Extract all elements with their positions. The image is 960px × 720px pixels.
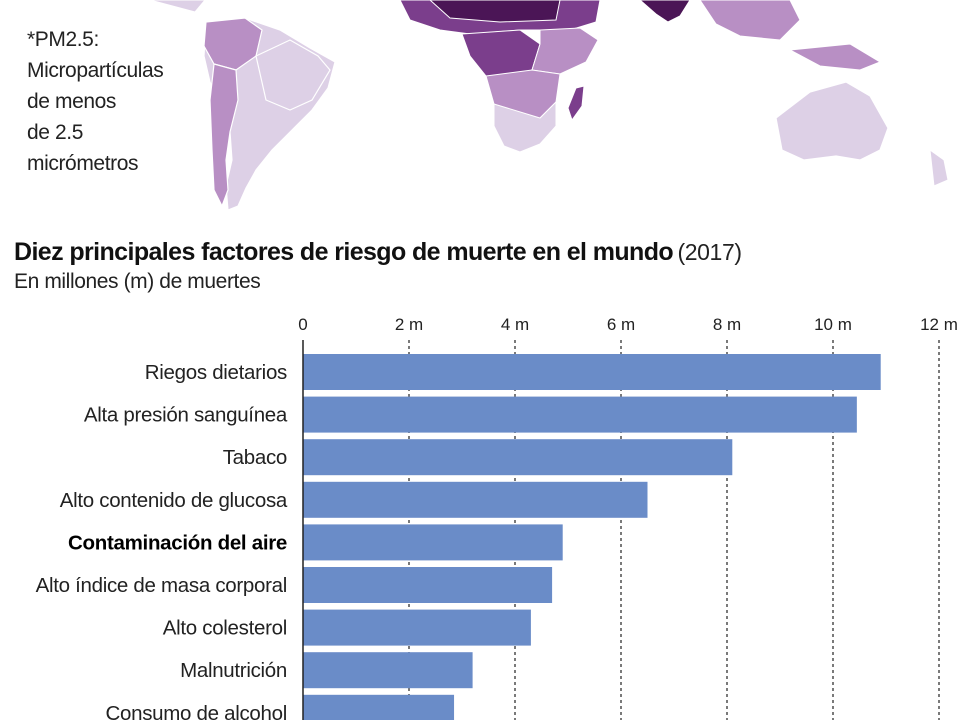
footnote-line: de 2.5 (27, 121, 83, 144)
category-label: Malnutrición (180, 659, 287, 682)
footnote-line: de menos (27, 90, 117, 113)
chart-heading: Diez principales factores de riesgo de m… (14, 238, 742, 267)
bar (303, 609, 531, 646)
category-label: Alto colesterol (163, 617, 287, 640)
category-label: Contaminación del aire (68, 531, 287, 554)
x-tick-label: 0 (298, 315, 307, 334)
category-label: Riegos dietarios (145, 361, 287, 384)
bar (303, 439, 733, 476)
chart-title-year: (2017) (677, 239, 742, 265)
bar (303, 524, 563, 561)
map-southeast-asia (699, 0, 801, 41)
map-australia (775, 81, 889, 161)
footnote-line: *PM2.5: (27, 28, 99, 51)
map-south-asia (639, 0, 691, 23)
map-madagascar (567, 85, 585, 122)
x-tick-label: 6 m (607, 315, 635, 334)
category-label: Tabaco (223, 446, 287, 469)
category-label: Consumo de alcohol (106, 702, 288, 720)
map-indonesia (788, 43, 882, 71)
map-africa-south (493, 100, 557, 153)
map-south-america-west (209, 63, 239, 208)
category-label: Alto índice de masa corporal (36, 574, 287, 597)
map-south-america-east (255, 39, 331, 111)
bar (303, 481, 648, 518)
map-south-america-north (203, 17, 263, 71)
map-footnote: *PM2.5: Micropartículas de menos de 2.5 … (27, 24, 164, 179)
bar-chart: 0 2 m 4 m 6 m 8 m 10 m 12 m Riegos dietarios Al… (36, 315, 958, 720)
chart-subtitle: En millones (m) de muertes (14, 270, 261, 293)
map-africa-east (531, 27, 599, 75)
bar (303, 354, 881, 390)
map-sahel (429, 0, 561, 23)
bar (303, 567, 553, 603)
x-tick-label: 12 m (920, 315, 958, 334)
x-tick-label: 8 m (713, 315, 741, 334)
x-tick-label: 4 m (501, 315, 529, 334)
category-label: Alta presión sanguínea (84, 404, 288, 427)
category-labels: Riegos dietarios Alta presión sanguínea Ta… (36, 361, 289, 720)
world-map: *PM2.5: Micropartículas de menos de 2.5 … (0, 0, 960, 215)
chart-title: Diez principales factores de riesgo de m… (14, 238, 674, 266)
footnote-line: Micropartículas (27, 59, 164, 82)
map-new-zealand (929, 148, 949, 187)
footnote-line: micrómetros (27, 152, 139, 175)
category-label: Alto contenido de glucosa (60, 489, 288, 512)
bar (303, 652, 473, 689)
world-map-graphic (149, 0, 949, 211)
map-north-america (149, 0, 206, 13)
x-tick-label: 2 m (395, 315, 423, 334)
bar (303, 396, 857, 433)
x-tick-label: 10 m (814, 315, 852, 334)
bars (303, 354, 881, 720)
x-axis-ticks: 0 2 m 4 m 6 m 8 m 10 m 12 m (298, 315, 958, 334)
bar (303, 694, 455, 720)
